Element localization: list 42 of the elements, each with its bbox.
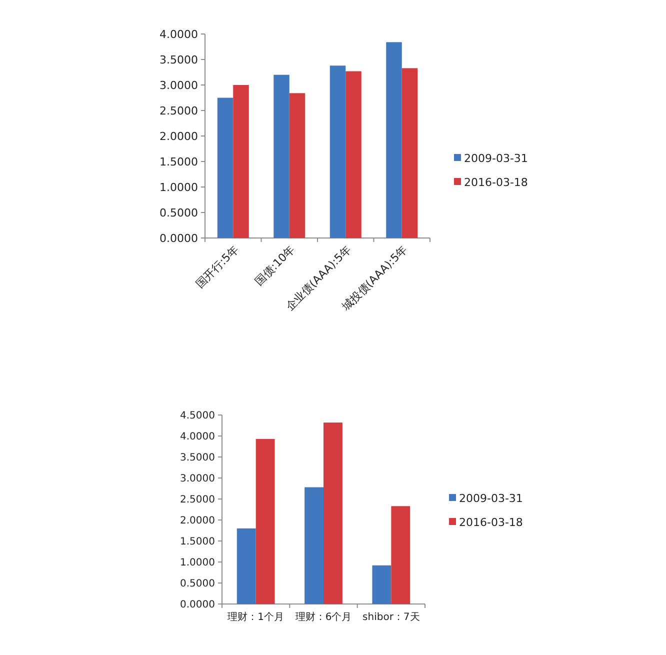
y-tick-label: 2.0000 [160, 130, 198, 143]
bar [346, 71, 362, 238]
x-tick-label: 国债:10年 [252, 242, 298, 288]
y-tick-label: 4.0000 [160, 28, 198, 41]
bar [372, 565, 392, 604]
y-tick-label: 4.0000 [180, 432, 215, 443]
x-tick-label: 理财：6个月 [295, 611, 352, 623]
y-tick-label: 2.5000 [160, 104, 198, 118]
y-tick-label: 1.0000 [180, 558, 215, 569]
x-tick-label: shibor：7天 [362, 612, 420, 623]
bar [304, 487, 324, 604]
y-tick-label: 1.5000 [180, 536, 215, 548]
legend-label: 2016-03-18 [464, 176, 528, 189]
legend-label: 2009-03-31 [464, 152, 528, 165]
y-tick-label: 4.5000 [180, 410, 215, 422]
y-tick-label: 3.0000 [160, 78, 198, 92]
bar [236, 528, 256, 604]
bar [324, 422, 342, 604]
y-tick-label: 1.0000 [160, 180, 198, 194]
bar [391, 506, 410, 604]
x-tick-label: 理财：1个月 [228, 611, 284, 623]
y-tick-label: 1.5000 [160, 155, 198, 168]
bar [233, 85, 249, 238]
bar [256, 438, 275, 604]
y-tick-label: 3.5000 [180, 452, 215, 464]
y-tick-label: 3.0000 [180, 474, 215, 485]
bar [274, 74, 290, 238]
bar [289, 93, 306, 238]
legend-label: 2009-03-31 [459, 492, 523, 505]
y-tick-label: 3.5000 [160, 53, 198, 66]
y-tick-label: 0.0000 [180, 600, 215, 611]
bar [402, 68, 418, 238]
y-tick-label: 2.5000 [180, 494, 215, 506]
x-tick-label: 国开行:5年 [193, 242, 242, 291]
y-tick-label: 0.5000 [160, 206, 198, 220]
bar [217, 98, 234, 238]
y-tick-label: 2.0000 [180, 516, 215, 527]
y-tick-label: 0.0000 [160, 232, 198, 245]
bar [330, 66, 346, 238]
bar [386, 42, 402, 238]
legend-label: 2016-03-18 [459, 516, 523, 529]
y-tick-label: 0.5000 [180, 578, 215, 590]
